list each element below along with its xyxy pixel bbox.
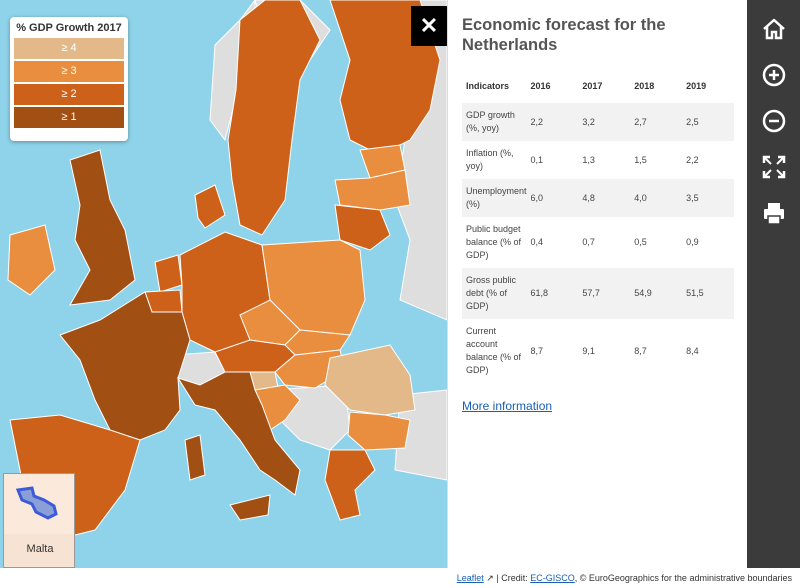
indicator-name: Current account balance (% of GDP) xyxy=(466,326,522,375)
indicator-name: Public budget balance (% of GDP) xyxy=(466,224,522,260)
more-information-link[interactable]: More information xyxy=(462,399,553,413)
fullscreen-icon xyxy=(762,155,786,179)
country-france[interactable] xyxy=(59,291,191,441)
zoom-in-button[interactable] xyxy=(757,58,791,92)
indicator-name: GDP growth (%, yoy) xyxy=(462,103,527,141)
indicator-name: Gross public debt (% of GDP) xyxy=(462,268,527,319)
print-button[interactable] xyxy=(757,196,791,230)
indicator-name: Inflation (%, yoy) xyxy=(466,148,514,171)
country-lithuania[interactable] xyxy=(334,204,391,251)
external-link-icon: ↗ xyxy=(486,573,494,583)
value-cell: 2,7 xyxy=(630,103,683,141)
table-row: Public budget balance (% of GDP) 0,4 0,7… xyxy=(462,217,734,268)
value-cell: 54,9 xyxy=(630,268,683,319)
value-cell: 2,2 xyxy=(526,103,579,141)
zoom-in-icon xyxy=(762,63,786,87)
value-cell: 4,8 xyxy=(578,179,631,217)
table-row: Inflation (%, yoy) 0,1 1,3 1,5 2,2 xyxy=(462,141,734,179)
zoom-out-button[interactable] xyxy=(757,104,791,138)
legend-item: ≥ 1 xyxy=(14,107,124,128)
value-cell: 1,3 xyxy=(582,154,595,165)
country-italy[interactable] xyxy=(176,371,301,496)
leaflet-link[interactable]: Leaflet xyxy=(456,573,484,583)
ec-gisco-link[interactable]: EC-GISCO xyxy=(530,573,575,583)
legend-rows: ≥ 4 ≥ 3 ≥ 2 ≥ 1 xyxy=(14,38,124,128)
country-italy-sicily[interactable] xyxy=(229,494,271,521)
value-cell: 1,5 xyxy=(634,154,647,165)
column-header: 2018 xyxy=(634,81,655,91)
indicators-table: Indicators 2016 2017 2018 2019 GDP growt… xyxy=(462,75,734,383)
value-cell: 2,5 xyxy=(682,103,734,141)
zoom-out-icon xyxy=(762,109,786,133)
table-row: Current account balance (% of GDP) 8,7 9… xyxy=(462,319,734,383)
table-row: Gross public debt (% of GDP) 61,8 57,7 5… xyxy=(462,268,734,319)
malta-shape xyxy=(15,486,58,520)
table-header-row: Indicators 2016 2017 2018 2019 xyxy=(462,75,734,103)
value-cell: 2,2 xyxy=(686,154,699,165)
map-toolbar xyxy=(747,0,800,568)
value-cell: 8,7 xyxy=(634,345,647,356)
value-cell: 0,4 xyxy=(530,237,544,247)
home-button[interactable] xyxy=(757,12,791,46)
fullscreen-button[interactable] xyxy=(757,150,791,184)
attribution-footer: Leaflet ↗ | Credit: EC-GISCO, © EuroGeog… xyxy=(0,568,800,588)
value-cell: 57,7 xyxy=(578,268,631,319)
value-cell: 8,7 xyxy=(530,345,544,356)
value-cell: 0,5 xyxy=(634,237,647,247)
value-cell: 3,5 xyxy=(682,179,734,217)
country-italy-sardinia[interactable] xyxy=(184,434,206,481)
value-cell: 0,7 xyxy=(582,237,595,247)
column-header: Indicators xyxy=(466,81,510,91)
print-icon xyxy=(764,203,784,225)
table-row: GDP growth (%, yoy) 2,2 3,2 2,7 2,5 xyxy=(462,103,734,141)
panel-title: Economic forecast for the Netherlands xyxy=(462,16,666,54)
map[interactable]: % GDP Growth 2017 ≥ 4 ≥ 3 ≥ 2 ≥ 1 Malta ✕ xyxy=(0,0,447,568)
country-uk[interactable] xyxy=(69,149,136,306)
value-cell: 61,8 xyxy=(526,268,579,319)
legend-item: ≥ 4 xyxy=(14,38,124,59)
close-panel-button[interactable]: ✕ xyxy=(411,6,447,46)
credit-prefix: | Credit: xyxy=(496,573,528,583)
column-header: 2016 xyxy=(530,81,551,91)
malta-inset[interactable]: Malta xyxy=(3,473,75,568)
country-sweden[interactable] xyxy=(227,0,321,236)
value-cell: 51,5 xyxy=(682,268,734,319)
table-row: Unemployment (%) 6,0 4,8 4,0 3,5 xyxy=(462,179,734,217)
value-cell: 0,9 xyxy=(686,237,699,247)
legend-item: ≥ 2 xyxy=(14,84,124,105)
value-cell: 0,1 xyxy=(530,154,544,165)
malta-label: Malta xyxy=(26,543,54,555)
column-header: 2019 xyxy=(686,81,707,91)
legend-title: % GDP Growth 2017 xyxy=(16,22,122,34)
column-header: 2017 xyxy=(582,81,603,91)
info-panel: Economic forecast for the Netherlands In… xyxy=(447,0,747,568)
value-cell: 9,1 xyxy=(582,345,595,356)
country-ireland[interactable] xyxy=(7,224,56,296)
credit-suffix: , © EuroGeographics for the administrati… xyxy=(574,573,792,583)
home-icon xyxy=(763,18,785,40)
country-romania[interactable] xyxy=(324,344,416,416)
value-cell: 8,4 xyxy=(686,345,699,356)
country-denmark[interactable] xyxy=(194,184,226,229)
map-legend: % GDP Growth 2017 ≥ 4 ≥ 3 ≥ 2 ≥ 1 xyxy=(10,17,128,141)
value-cell: 4,0 xyxy=(630,179,683,217)
value-cell: 6,0 xyxy=(526,179,579,217)
country-greece[interactable] xyxy=(324,449,376,521)
indicator-name: Unemployment (%) xyxy=(462,179,527,217)
country-latvia[interactable] xyxy=(334,169,411,211)
close-icon: ✕ xyxy=(419,13,439,38)
country-bulgaria[interactable] xyxy=(347,411,411,451)
legend-item: ≥ 3 xyxy=(14,61,124,82)
value-cell: 3,2 xyxy=(578,103,631,141)
country-netherlands[interactable] xyxy=(154,254,183,293)
